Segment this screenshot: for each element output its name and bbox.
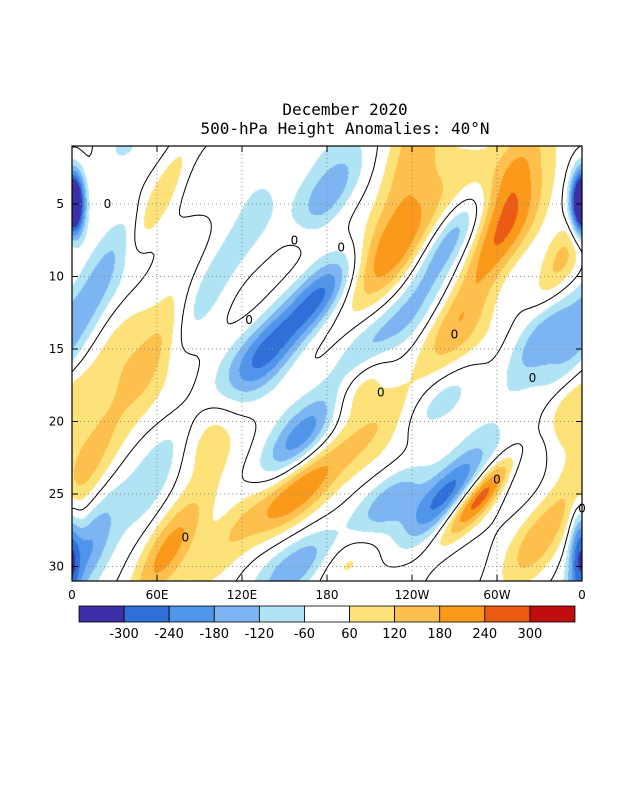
colorbar-swatch	[123, 605, 170, 623]
contour-label: 0	[451, 328, 459, 342]
contour-label: 0	[377, 386, 385, 400]
contour-label: 0	[182, 531, 190, 545]
colorbar-swatch	[394, 605, 441, 623]
colorbar-swatch	[304, 605, 350, 623]
contour-label: 0	[104, 197, 112, 211]
x-tick-label: 0	[68, 588, 76, 602]
colorbar-swatch	[529, 605, 576, 623]
colorbar-swatch	[258, 605, 305, 623]
y-tick-label: 25	[49, 487, 64, 501]
colorbar-label: -60	[294, 627, 315, 642]
anomaly-field	[72, 146, 582, 581]
colorbar-label: 240	[472, 627, 497, 642]
contour-label: 0	[245, 313, 253, 327]
hovmoller-plot: 0 0 0 0 0 0 0 0 0 0 0 60E 120E 180 120W 60W 0 5 10 15 20 25 3…	[49, 145, 586, 602]
colorbar-swatch	[349, 605, 396, 623]
colorbar-label: -180	[200, 627, 230, 642]
colorbar-swatch	[439, 605, 486, 623]
y-tick-label: 5	[56, 197, 64, 211]
colorbar-label: 180	[427, 627, 452, 642]
y-tick-label: 10	[49, 270, 64, 284]
colorbar-label: -240	[154, 627, 184, 642]
colorbar-label: -300	[109, 627, 139, 642]
y-tick-label: 20	[49, 415, 64, 429]
x-tick-label: 120W	[395, 588, 430, 602]
contour-label: 0	[493, 473, 501, 487]
grid-lines	[72, 146, 582, 581]
contour-label: 0	[291, 233, 299, 247]
colorbar: -300 -240 -180 -120 -60 60 120 180 240 300	[78, 605, 576, 642]
y-tick-label: 15	[49, 342, 64, 356]
colorbar-label: -120	[245, 627, 275, 642]
x-tick-label: 60W	[483, 588, 510, 602]
x-tick-label: 180	[316, 588, 339, 602]
colorbar-swatch	[78, 605, 125, 623]
chart-title: December 2020	[282, 100, 407, 119]
colorbar-swatch	[168, 605, 215, 623]
x-tick-label: 120E	[227, 588, 258, 602]
contour-label: 0	[529, 371, 537, 385]
x-tick-label: 0	[578, 588, 586, 602]
zero-contour	[71, 145, 583, 582]
x-tick-label: 60E	[146, 588, 169, 602]
contour-label: 0	[337, 241, 345, 255]
colorbar-label: 60	[341, 627, 358, 642]
colorbar-swatch	[484, 605, 531, 623]
y-tick-label: 30	[49, 560, 64, 574]
chart-subtitle: 500-hPa Height Anomalies: 40°N	[201, 119, 490, 138]
axis-ticks: 0 60E 120E 180 120W 60W 0 5 10 15 20 25 30	[49, 146, 586, 602]
colorbar-label: 120	[382, 627, 407, 642]
colorbar-label: 300	[517, 627, 542, 642]
colorbar-swatch	[213, 605, 260, 623]
